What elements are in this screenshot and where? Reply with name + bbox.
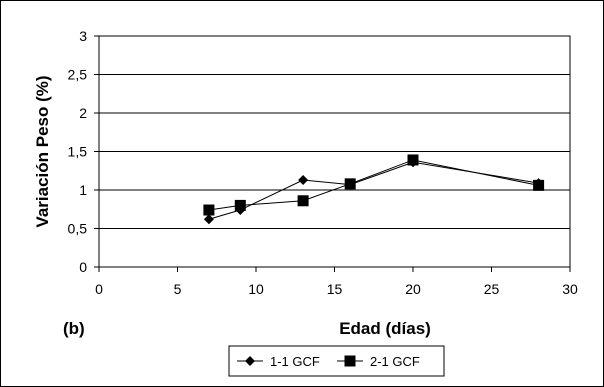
x-tick-label: 5 [174, 281, 182, 297]
legend: 1-1 GCF 2-1 GCF [228, 345, 445, 377]
series-group [203, 154, 545, 225]
data-point [203, 214, 214, 225]
data-point [407, 154, 419, 166]
data-point [533, 179, 545, 191]
x-tick-label: 30 [562, 281, 578, 297]
y-tick-label: 1,5 [68, 144, 88, 160]
data-point [297, 195, 309, 207]
data-point [203, 204, 215, 216]
y-tick-label: 2,5 [68, 67, 88, 83]
x-tick-label: 10 [248, 281, 264, 297]
y-tick-label: 2 [79, 105, 87, 121]
x-tick-label: 25 [484, 281, 500, 297]
x-tick-label: 20 [405, 281, 421, 297]
legend-label: 1-1 GCF [270, 354, 320, 369]
x-axis-title: Edad (días) [339, 319, 431, 338]
y-tick-label: 1 [79, 182, 87, 198]
x-tick-label: 15 [327, 281, 343, 297]
x-axis-ticks: 0 5 10 15 20 25 30 [95, 267, 578, 297]
data-point [344, 178, 356, 190]
series-line [208, 161, 539, 220]
data-point [234, 199, 246, 211]
y-axis-title: Variación Peso (%) [33, 75, 52, 227]
legend-items: 1-1 GCF 2-1 GCF [237, 354, 420, 369]
panel-label: (b) [63, 319, 85, 338]
series-2 [203, 154, 545, 216]
y-tick-label: 3 [79, 28, 87, 44]
data-point [298, 174, 309, 185]
legend-label: 2-1 GCF [370, 354, 420, 369]
legend-marker [344, 355, 356, 367]
legend-box [228, 345, 445, 377]
y-tick-label: 0 [79, 259, 87, 275]
y-axis-ticks: 0 0,5 1 1,5 2 2,5 3 [68, 28, 99, 275]
y-tick-label: 0,5 [68, 221, 88, 237]
x-tick-label: 0 [95, 281, 103, 297]
legend-marker [245, 356, 255, 366]
